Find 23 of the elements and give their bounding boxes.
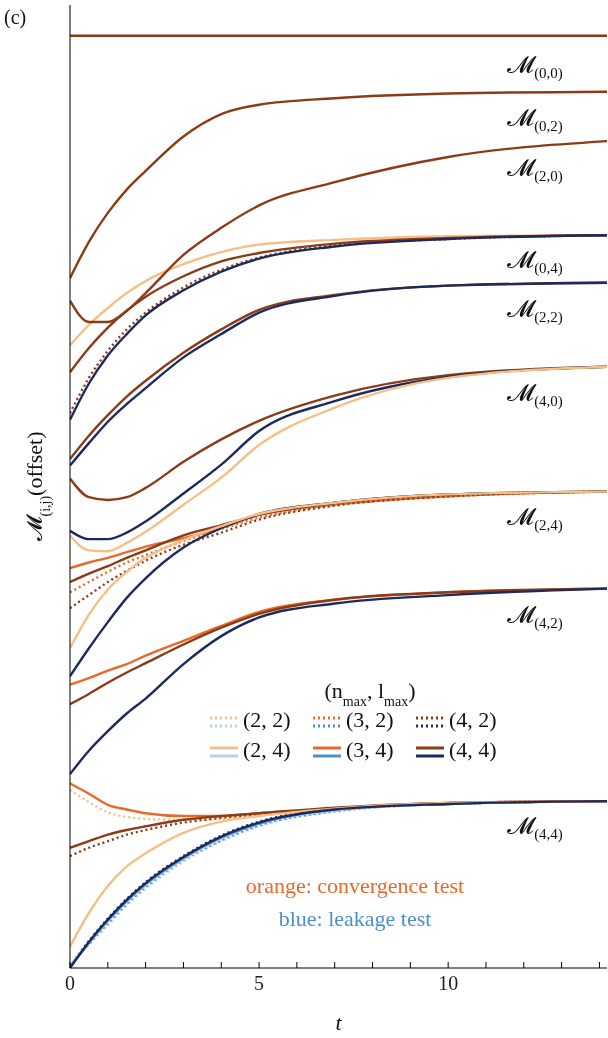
annotation: 𝓜$_{(4,4)}$	[507, 812, 563, 844]
legend-label: (3, 2)	[346, 707, 394, 733]
annotation: blue: leakage test	[278, 906, 432, 931]
annotation: 𝓜$_{(2,4)}$	[507, 503, 563, 535]
annotation: 𝓜$_{(4,0)}$	[507, 379, 563, 411]
annotation: 𝓜$_{(0,4)}$	[507, 246, 563, 278]
annotation: 𝓜$_{(0,2)}$	[507, 104, 563, 136]
annotation: 𝓜$_{(2,0)}$	[507, 154, 563, 186]
text: (c)	[4, 6, 27, 29]
x-tick-label: 5	[254, 972, 265, 995]
legend-label: (4, 4)	[449, 737, 497, 763]
legend-title: (n$_{max}$, l$_{max}$)	[324, 678, 416, 709]
legend-label: (4, 2)	[449, 707, 497, 733]
annotation: 𝓜$_{(4,2)}$	[507, 601, 563, 633]
x-tick-label: 10	[438, 972, 459, 995]
annotation: 𝓜$_{(2,2)}$	[507, 295, 563, 327]
legend-label: (2, 4)	[243, 737, 291, 763]
annotation: 𝓜$_{(0,0)}$	[507, 51, 563, 83]
x-axis-title: t	[335, 1010, 343, 1035]
legend-label: (3, 4)	[346, 737, 394, 763]
legend-label: (2, 2)	[243, 707, 291, 733]
annotation: orange: convergence test	[245, 873, 465, 898]
x-tick-label: 0	[65, 972, 75, 995]
